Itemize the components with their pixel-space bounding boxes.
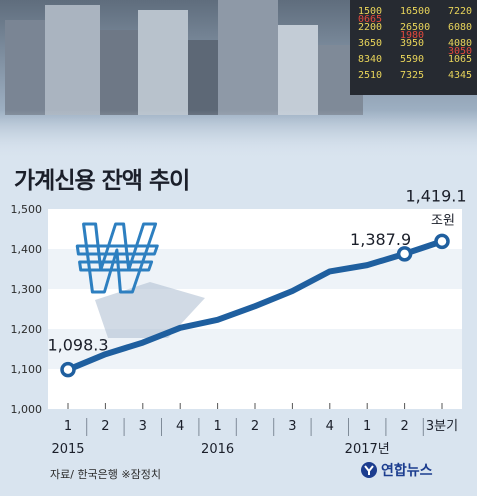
yonhap-logo-text: 연합뉴스 [381, 463, 433, 479]
svg-text:16500: 16500 [400, 6, 430, 17]
point-label: 1,387.9 [350, 230, 411, 249]
data-marker [60, 361, 76, 378]
x-tick-label: 1 [213, 419, 221, 434]
chart-title: 가계신용 잔액 추이 [14, 168, 190, 194]
point-label: 1,419.1 [405, 186, 466, 205]
y-tick-label: 1,200 [11, 323, 43, 336]
x-tick-label: 2 [101, 419, 109, 434]
svg-text:4345: 4345 [448, 70, 472, 81]
series-polyline [65, 238, 445, 373]
x-tick-label: 4 [326, 419, 334, 434]
svg-text:3950: 3950 [400, 38, 424, 49]
svg-text:6080: 6080 [448, 22, 472, 33]
won-sign-icon [75, 222, 205, 338]
svg-text:7220: 7220 [448, 6, 472, 17]
svg-text:26500: 26500 [400, 22, 430, 33]
x-tick-label: 3분기 [426, 419, 458, 434]
x-tick-label: 1 [363, 419, 371, 434]
data-marker [396, 246, 413, 262]
x-tick-label: 2 [400, 419, 408, 434]
svg-text:3050: 3050 [448, 46, 472, 57]
svg-text:3650: 3650 [358, 38, 382, 49]
svg-text:8340: 8340 [358, 54, 382, 65]
year-label: 2015 [51, 442, 84, 457]
yonhap-logo-icon [361, 462, 377, 478]
y-axis-ticks: 1,000 1,100 1,200 1,300 1,400 1,500 [11, 203, 43, 416]
year-label: 2016 [201, 442, 234, 457]
grid-band [48, 369, 462, 409]
x-tick-label: 3 [139, 419, 147, 434]
svg-text:1980: 1980 [400, 30, 424, 41]
year-labels: 2015 2016 2017년 [51, 442, 389, 457]
y-tick-label: 1,300 [11, 283, 43, 296]
x-tick-label: 1 [64, 419, 72, 434]
point-label: 1,098.3 [47, 336, 108, 355]
y-tick-label: 1,100 [11, 363, 43, 376]
svg-text:0665: 0665 [358, 14, 382, 25]
y-tick-label: 1,500 [11, 203, 43, 216]
unit-label: 조원 [431, 213, 455, 228]
y-tick-label: 1,400 [11, 243, 43, 256]
city-banner-image: 1500 16500 7220 2200 26500 6080 3650 3950 4080… [0, 0, 477, 160]
grid-band [48, 209, 462, 249]
x-tick-label: 3 [288, 419, 296, 434]
svg-text:2510: 2510 [358, 70, 382, 81]
x-tick-label: 2 [251, 419, 259, 434]
year-label: 2017년 [345, 442, 390, 457]
y-tick-label: 1,000 [11, 403, 43, 416]
svg-text:2200: 2200 [358, 22, 382, 33]
svg-text:5590: 5590 [400, 54, 424, 65]
source-note: 자료/ 한국은행 ※잠정치 [50, 468, 161, 481]
yonhap-logo: 연합뉴스 [360, 460, 433, 480]
x-tick-label: 4 [176, 419, 184, 434]
x-axis-ticks: 1 2 3 4 1 2 3 4 1 2 3분기 [64, 403, 458, 436]
svg-text:4080: 4080 [448, 38, 472, 49]
point-labels: 1,098.3 1,387.9 1,419.1 조원 [47, 186, 466, 354]
svg-text:1500: 1500 [358, 6, 382, 17]
data-marker [434, 233, 450, 250]
svg-text:1065: 1065 [448, 54, 472, 65]
data-markers [60, 233, 450, 378]
svg-text:7325: 7325 [400, 70, 424, 81]
series-line [65, 238, 445, 373]
